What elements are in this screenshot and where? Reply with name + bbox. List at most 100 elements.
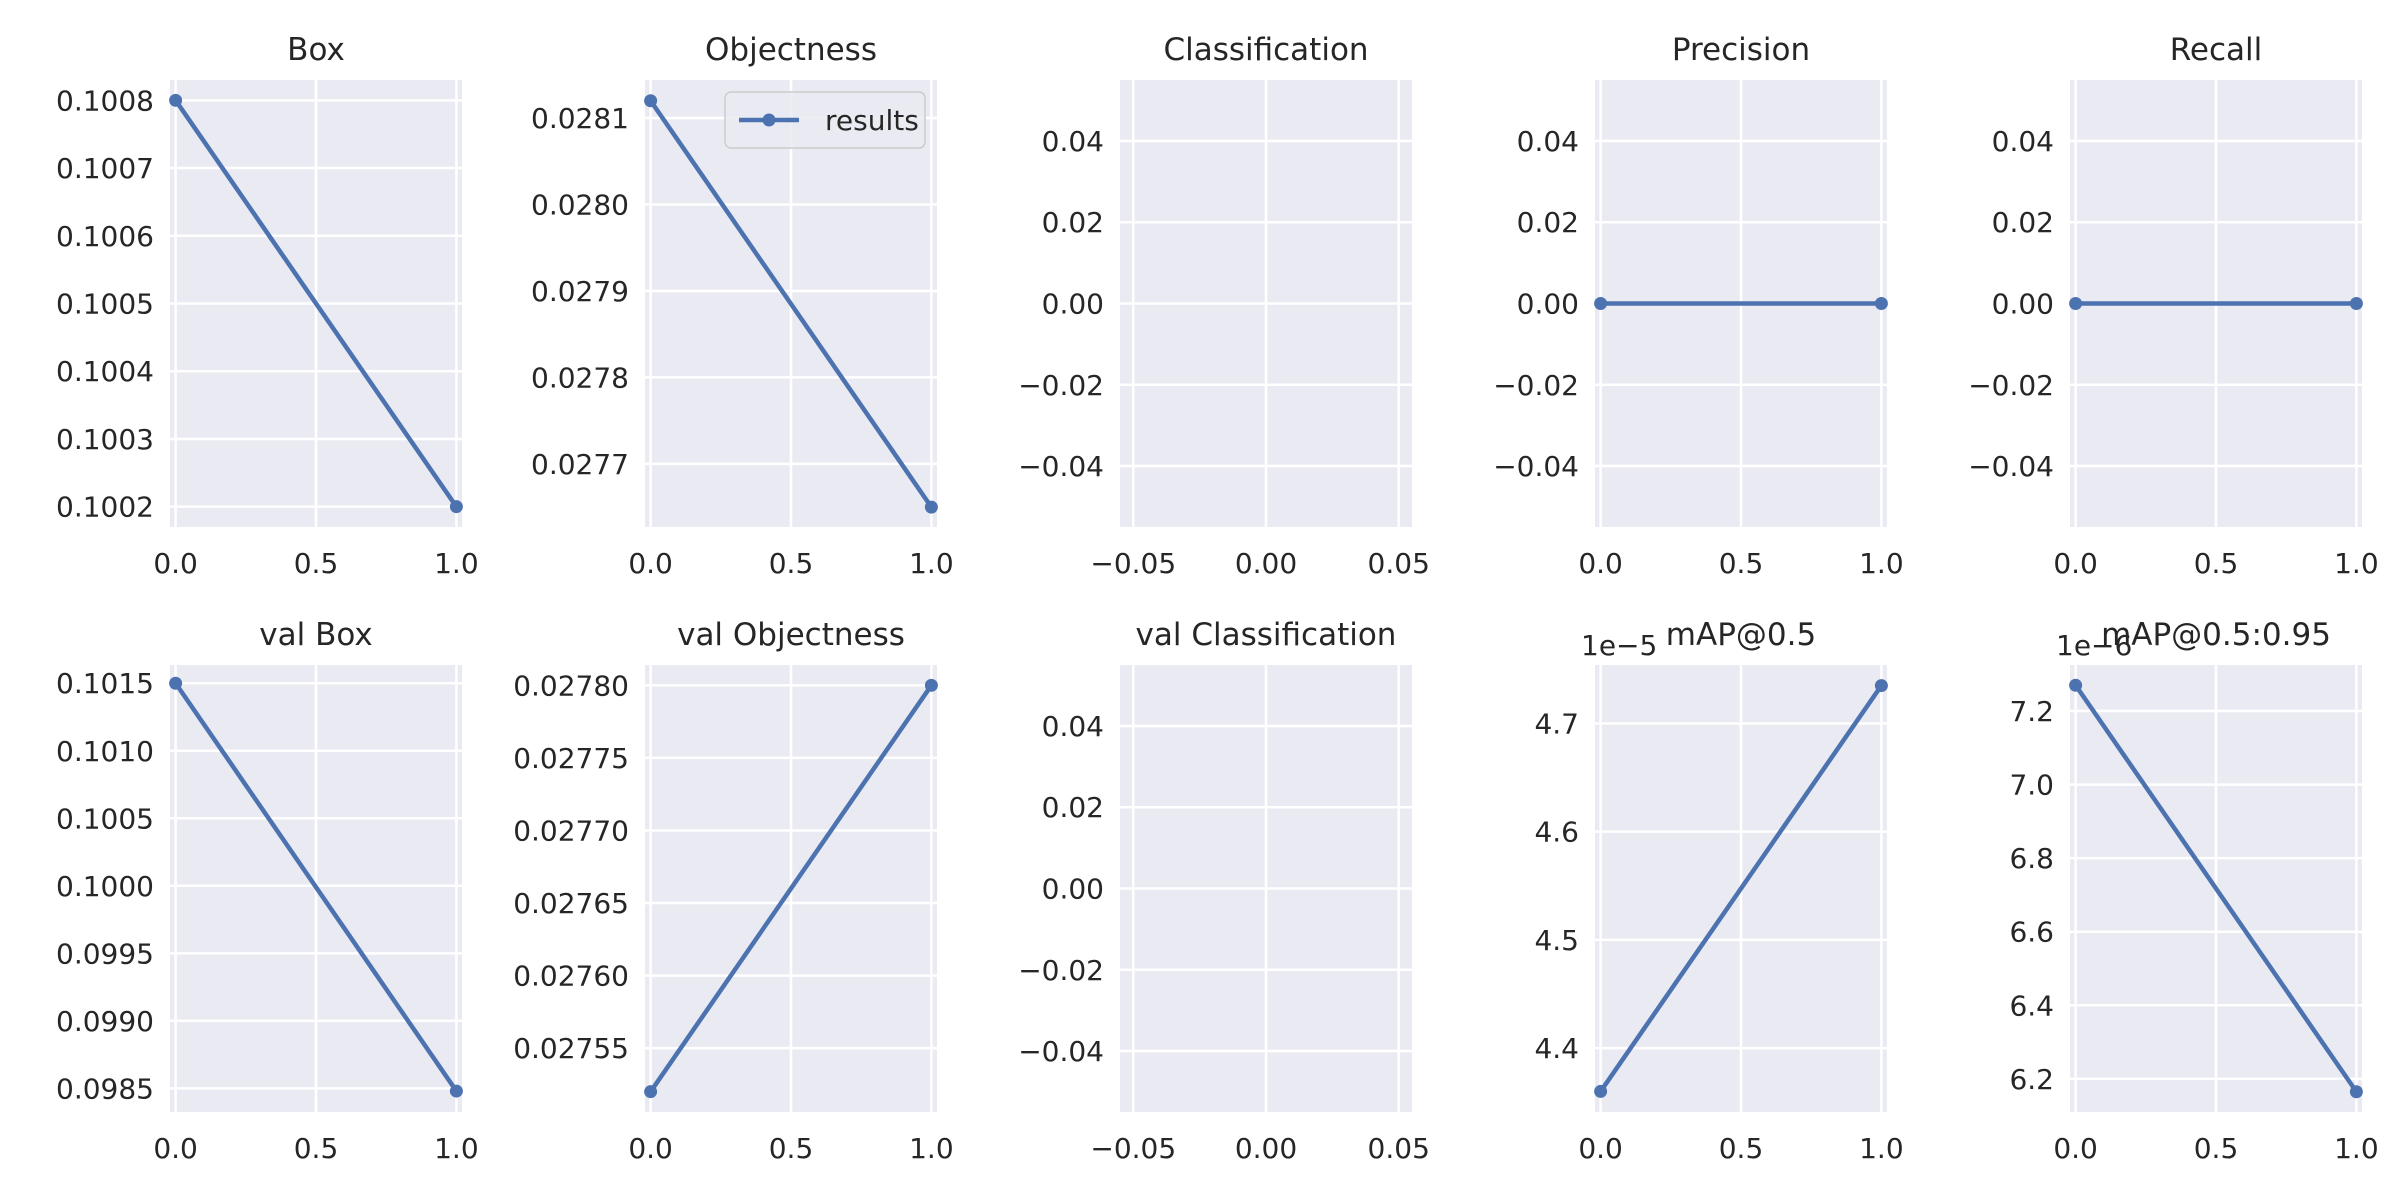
series-line [173,681,459,1093]
x-tick-label: 0.5 [769,1132,814,1165]
y-tick-label: 0.1003 [56,423,154,456]
x-tick-label: 1.0 [434,1132,479,1165]
legend: results [724,91,926,149]
y-tick-label: 0.1010 [56,735,154,768]
data-point [169,676,183,690]
y-offset-label: 1e−5 [1581,629,1657,662]
panel-val-classification: −0.05 0.00 0.05 −0.04 −0.02 0.00 0.02 0.04 val C… [1018,617,1430,1165]
y-tick-label: 0.00 [1992,288,2054,321]
x-tick-label: 1.0 [909,547,954,580]
y-tick-label: 0.04 [1042,710,1104,743]
y-tick-label: 0.1002 [56,491,154,524]
y-tick-label: −0.04 [1968,450,2054,483]
panel-title: val Objectness [677,617,905,653]
x-tick-label: 0.00 [1235,547,1297,580]
data-point [2349,1085,2363,1099]
panel-title: Box [287,32,345,68]
y-tick-label: 0.0278 [531,361,629,394]
y-tick-label: 0.0990 [56,1005,154,1038]
y-tick-label: 0.0985 [56,1072,154,1105]
data-point [644,1085,658,1099]
x-tick-label: 0.0 [153,1132,198,1165]
panel-map-0-5: 0.0 0.5 1.0 4.4 4.5 4.6 4.7 1e−5 mAP@0.5 [1534,617,1903,1165]
x-tick-label: 0.5 [294,1132,339,1165]
x-tick-label: 0.5 [2194,1132,2239,1165]
x-tick-label: 0.5 [2194,547,2239,580]
y-tick-label: 0.1007 [56,152,154,185]
y-tick-label: 0.02 [1042,206,1104,239]
x-tick-label: 0.5 [769,547,814,580]
y-tick-label: 0.1004 [56,355,154,388]
x-tick-label: 0.0 [628,547,673,580]
panel-title: Classification [1163,32,1368,68]
y-tick-label: 0.02 [1042,791,1104,824]
x-tick-label: 0.0 [1578,1132,1623,1165]
series-line [648,684,934,1093]
y-tick-label: 0.1005 [56,802,154,835]
y-tick-label: 0.1015 [56,667,154,700]
x-tick-label: 1.0 [2334,1132,2379,1165]
y-tick-label: 0.04 [1992,125,2054,158]
y-tick-label: 0.04 [1042,125,1104,158]
panel-title: val Classification [1136,617,1397,653]
data-point [449,1084,463,1098]
panel-title: Precision [1672,32,1810,68]
series-line [1598,684,1884,1093]
x-tick-label: 1.0 [909,1132,954,1165]
y-tick-label: 6.6 [2009,916,2054,949]
y-tick-label: 6.2 [2009,1063,2054,1096]
y-tick-label: 0.02780 [513,669,629,702]
y-tick-label: 0.02770 [513,814,629,847]
panel-objectness: 0.0 0.5 1.0 0.0277 0.0278 0.0279 0.0280 0.0281 O… [531,32,954,580]
y-tick-label: 6.4 [2009,989,2054,1022]
data-point [2069,297,2083,310]
y-tick-label: 0.02755 [513,1032,629,1065]
panel-title: Objectness [705,32,877,68]
x-tick-label: 1.0 [1859,547,1904,580]
panel-box: 0.0 0.5 1.0 0.1002 0.1003 0.1004 0.1005 0.1006 0… [56,32,479,580]
y-tick-label: 4.5 [1534,924,1579,957]
series-line [173,99,459,508]
legend-label: results [825,104,919,137]
y-tick-label: 0.0277 [531,448,629,481]
y-tick-label: −0.04 [1493,450,1579,483]
data-point [1594,1084,1608,1098]
data-point [1874,679,1888,693]
data-point [2069,678,2083,692]
y-tick-label: 0.0281 [531,102,629,135]
x-tick-label: 0.0 [1578,547,1623,580]
panel-title: Recall [2170,32,2263,68]
y-tick-label: 4.6 [1534,816,1579,849]
y-tick-label: 0.1008 [56,84,154,117]
x-tick-label: 0.5 [1719,547,1764,580]
y-tick-label: −0.02 [1493,369,1579,402]
x-tick-label: 0.05 [1368,547,1430,580]
data-point [169,93,183,107]
x-tick-label: 0.5 [294,547,339,580]
y-tick-label: −0.02 [1018,369,1104,402]
data-point [1594,297,1608,310]
data-point [2349,297,2363,310]
panel-val-box: 0.0 0.5 1.0 0.0985 0.0990 0.0995 0.1000 0.1005 0… [56,617,479,1165]
x-tick-label: 0.0 [153,547,198,580]
y-tick-label: −0.04 [1018,450,1104,483]
y-tick-label: 0.00 [1042,873,1104,906]
series-line [2073,683,2359,1094]
y-tick-label: 4.4 [1534,1032,1579,1065]
y-tick-label: 7.2 [2009,695,2054,728]
y-tick-label: −0.02 [1968,369,2054,402]
panel-title: val Box [259,617,372,653]
y-tick-label: −0.02 [1018,954,1104,987]
y-tick-label: 0.1000 [56,870,154,903]
legend-marker [762,113,776,127]
x-tick-label: 1.0 [434,547,479,580]
data-point [644,94,658,108]
x-tick-label: 1.0 [2334,547,2379,580]
x-tick-label: −0.05 [1090,547,1176,580]
x-tick-label: 0.00 [1235,1132,1297,1165]
y-tick-label: 0.0279 [531,275,629,308]
y-offset-label: 1e−6 [2056,629,2132,662]
panel-classification: −0.05 0.00 0.05 −0.04 −0.02 0.00 0.02 0.04 Class… [1018,32,1430,580]
y-tick-label: 0.02 [1517,206,1579,239]
y-tick-label: 7.0 [2009,769,2054,802]
